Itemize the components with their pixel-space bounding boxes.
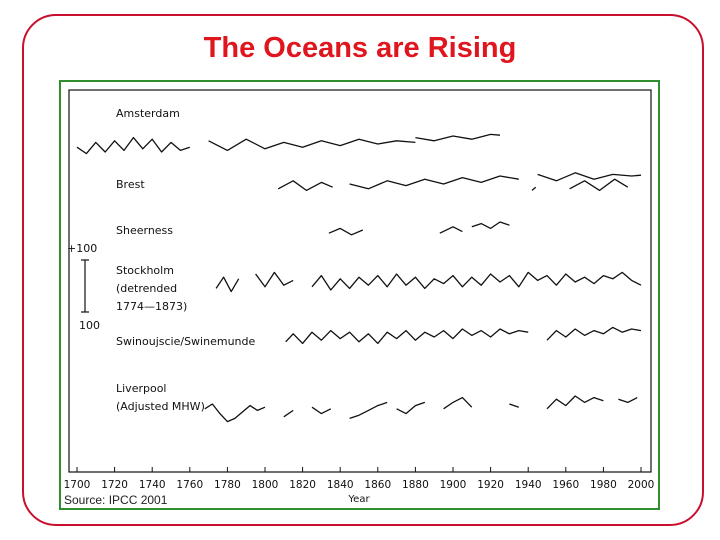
x-tick-label: 1980 <box>590 479 617 491</box>
x-tick-label: 2000 <box>628 479 655 491</box>
series-line-4-0 <box>285 328 529 345</box>
series-line-1-2 <box>537 172 642 182</box>
series-line-1-0 <box>277 180 333 192</box>
series-line-5-2 <box>311 406 332 415</box>
series-label: Sheerness <box>116 224 173 237</box>
x-tick-label: 1740 <box>139 479 166 491</box>
series-line-2-1 <box>439 226 463 234</box>
plot-frame <box>68 89 652 473</box>
scale-label-top: +100 <box>67 242 97 255</box>
series-line-3-1 <box>255 271 294 288</box>
figure-box: Amsterdam Brest Sheerness Stockholm (detrend… <box>59 80 660 510</box>
series-label: Brest <box>116 178 145 191</box>
x-tick-label: 1840 <box>327 479 354 491</box>
series-line-3-0 <box>215 276 240 293</box>
series-line-2-0 <box>328 227 364 236</box>
series-line-1-1 <box>349 175 519 190</box>
x-tick-label: 1820 <box>289 479 316 491</box>
series-label: Liverpool <box>116 382 166 395</box>
x-tick-label: 1960 <box>552 479 579 491</box>
scale-label-bottom: 100 <box>79 319 100 332</box>
x-axis-label: Year <box>347 494 370 505</box>
series-label: (Adjusted MHW) <box>116 400 205 413</box>
series-line-5-0 <box>204 403 266 423</box>
x-tick-label: 1880 <box>402 479 429 491</box>
series-label: Amsterdam <box>116 107 180 120</box>
series-line-1-3 <box>531 186 537 191</box>
slide-frame <box>22 14 704 526</box>
slide-title: The Oceans are Rising <box>203 32 517 64</box>
series-line-1-4 <box>569 178 629 192</box>
series-line-3-2 <box>311 271 642 291</box>
series-line-5-7 <box>546 395 604 410</box>
series-line-2-2 <box>471 221 510 230</box>
series-line-0-1 <box>208 138 416 152</box>
x-tick-label: 1800 <box>252 479 279 491</box>
series-line-5-8 <box>618 397 638 404</box>
series-label: (detrended <box>116 282 177 295</box>
series-label: Stockholm <box>116 264 174 277</box>
source-note: Source: IPCC 2001 <box>64 493 168 507</box>
x-tick-label: 1860 <box>364 479 391 491</box>
x-tick-label: 1920 <box>477 479 504 491</box>
x-tick-label: 1700 <box>64 479 91 491</box>
series-line-5-1 <box>283 409 294 418</box>
x-tick-label: 1780 <box>214 479 241 491</box>
series-line-5-5 <box>443 396 473 410</box>
x-tick-label: 1900 <box>440 479 467 491</box>
series-line-5-3 <box>349 401 388 420</box>
series-line-5-6 <box>509 403 520 408</box>
series-line-0-0 <box>76 136 191 155</box>
x-tick-label: 1760 <box>176 479 203 491</box>
sea-level-chart: Amsterdam Brest Sheerness Stockholm (detrend… <box>64 89 655 505</box>
series-label: 1774—1873) <box>116 300 187 313</box>
series-label: Swinoujscie/Swinemunde <box>116 335 255 348</box>
x-tick-label: 1720 <box>101 479 128 491</box>
series-line-4-1 <box>546 326 642 341</box>
series-line-5-4 <box>396 401 426 415</box>
x-tick-label: 1940 <box>515 479 542 491</box>
series-line-0-2 <box>415 133 501 142</box>
